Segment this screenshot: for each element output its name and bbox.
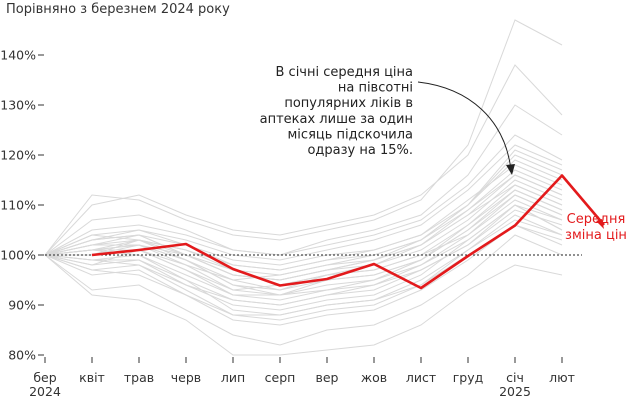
annotation-line: популярних ліків в <box>284 96 413 111</box>
background-series-line <box>44 189 563 296</box>
y-tick-label: 90% <box>8 298 36 313</box>
background-series-line <box>44 104 563 256</box>
background-series-line <box>44 224 563 326</box>
x-year-label: 2024 <box>29 384 61 399</box>
background-series-line <box>44 199 563 286</box>
background-series-line <box>44 254 563 356</box>
y-tick-label: 130% <box>0 98 36 113</box>
x-tick-label: трав <box>124 370 154 385</box>
x-tick-label: квіт <box>79 370 105 385</box>
background-series-line <box>44 204 563 306</box>
x-tick-label: груд <box>453 370 484 385</box>
average-series-arrowhead <box>596 219 604 229</box>
x-tick-label: лют <box>549 370 575 385</box>
x-year-label: 2025 <box>499 384 531 399</box>
background-series-line <box>44 149 563 281</box>
background-series-line <box>44 159 563 271</box>
x-tick-label: серп <box>265 370 296 385</box>
average-series-label: зміна цін <box>565 228 627 243</box>
background-series-line <box>44 174 563 281</box>
average-series-label: Середня <box>567 212 626 227</box>
y-tick-label: 100% <box>0 248 36 263</box>
x-tick-label: бер <box>33 370 56 385</box>
y-tick-label: 110% <box>0 198 36 213</box>
x-tick-label: черв <box>171 370 201 385</box>
average-series-line <box>91 174 605 290</box>
x-tick-label: жов <box>361 370 387 385</box>
background-series-line <box>44 209 563 306</box>
annotation-arrowhead <box>506 164 515 175</box>
annotation-arrow <box>417 81 512 171</box>
x-tick-label: лип <box>221 370 245 385</box>
annotation-line: місяць підскочила <box>288 127 414 142</box>
chart-title: Порівняно з березнем 2024 року <box>6 2 230 17</box>
annotation-line: на півсотні <box>338 81 413 96</box>
background-series-line <box>44 194 563 301</box>
background-lines-group <box>44 19 563 356</box>
x-axis: бер квіт трав черв лип серп вер жов лист груд січ л… <box>29 357 575 399</box>
y-tick-label: 140% <box>0 48 36 63</box>
annotation-line: В січні середня ціна <box>276 65 414 80</box>
background-series-line <box>44 64 563 256</box>
y-tick-label: 120% <box>0 148 36 163</box>
x-tick-label: січ <box>506 370 524 385</box>
background-series-line <box>44 194 563 296</box>
x-tick-label: вер <box>316 370 339 385</box>
y-tick-label: 80% <box>8 348 36 363</box>
background-series-line <box>44 144 563 261</box>
x-tick-label: лист <box>406 370 436 385</box>
background-series-line <box>44 134 563 256</box>
background-series-line <box>44 219 563 316</box>
background-series-line <box>44 19 563 256</box>
annotation-line: одразу на 15%. <box>307 143 413 158</box>
background-series-line <box>44 234 563 346</box>
y-axis: 80% 90% 100% 110% 120% 130% 140% <box>0 48 44 363</box>
background-series-line <box>44 214 563 321</box>
background-series-line <box>45 189 563 291</box>
annotation-line: аптеках лише за один <box>260 112 413 127</box>
